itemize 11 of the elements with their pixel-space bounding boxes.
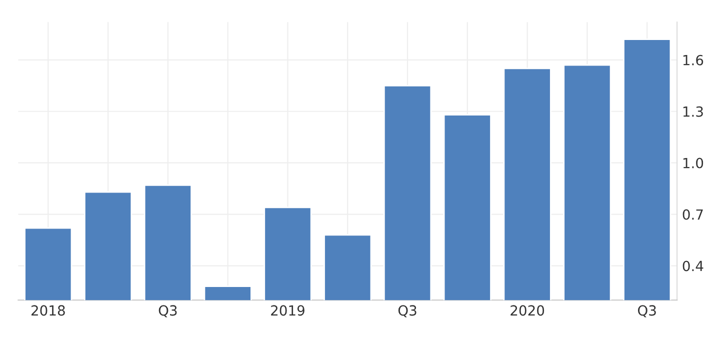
y-tick-label: 1.3 bbox=[683, 106, 703, 117]
x-tick-label: 2018 bbox=[31, 305, 65, 316]
x-tick-label: Q3 bbox=[638, 305, 656, 318]
y-tick-label: 1.0 bbox=[683, 158, 704, 168]
x-tick-label: Q3 bbox=[158, 305, 177, 318]
y-tick-label: 0.7 bbox=[682, 209, 703, 220]
y-tick-label: 1.6 bbox=[683, 54, 704, 66]
x-tick-label: 2019 bbox=[271, 305, 304, 316]
x-tick-label: Q3 bbox=[398, 305, 416, 318]
y-tick-label: 0.4 bbox=[682, 260, 704, 272]
x-tick-label: 2020 bbox=[510, 305, 544, 316]
